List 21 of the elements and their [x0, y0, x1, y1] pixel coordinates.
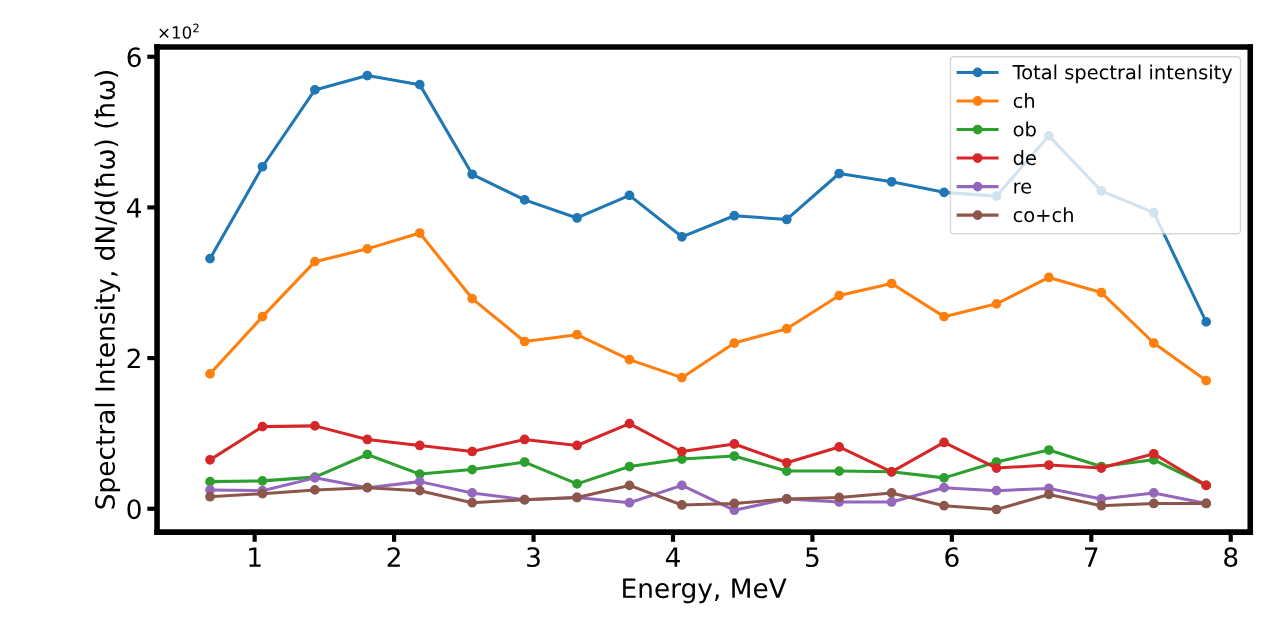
x-axis-title: Energy, MeV — [623, 578, 787, 604]
x-tick-label: 4 — [665, 547, 680, 567]
y-axis-title: Spectral Intensity, dN/d(ħω) (ħω) — [94, 71, 121, 509]
y-tick-label: 0 — [127, 499, 141, 520]
legend-label: re — [1014, 182, 1032, 194]
legend-label: Total spectral intensity — [1012, 64, 1233, 84]
x-tick-label: 2 — [387, 547, 400, 567]
x-tick-label: 6 — [945, 547, 959, 568]
text: ×10$^{2}$ — [159, 23, 199, 39]
x-tick-label: 3 — [527, 547, 540, 568]
legend-label: ob — [1013, 121, 1036, 137]
x-tick-label: 8 — [1224, 547, 1238, 568]
legend-label: co+ch — [1013, 207, 1073, 223]
legend-label: de — [1013, 150, 1036, 166]
x-tick-label: 7 — [1085, 547, 1098, 567]
y-tick-label: 2 — [127, 348, 140, 369]
legend-label: ch — [1013, 93, 1034, 109]
x-tick-label: 5 — [806, 547, 819, 568]
y-tick-label: 6 — [127, 47, 141, 68]
x-tick-label: 1 — [249, 547, 261, 567]
y-tick-label: 4 — [126, 198, 141, 218]
